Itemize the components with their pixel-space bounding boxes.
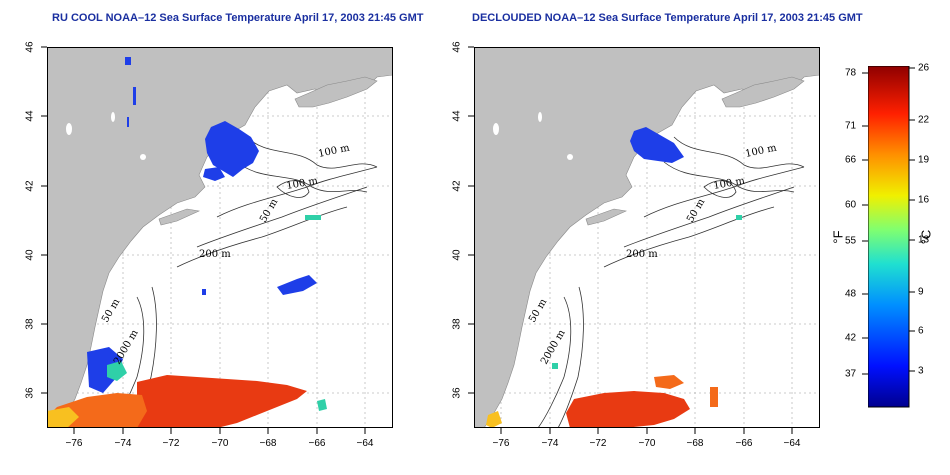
right-map: 100 m 100 m 50 m 200 m 50 m 2000 m (474, 47, 820, 428)
left-lat-label: 42 (24, 180, 36, 192)
colorbar-c-label: 19 (918, 154, 930, 166)
left-nova-scotia (294, 76, 378, 108)
left-lon-label: −68 (259, 438, 277, 449)
left-contour-label-4: 200 m (199, 249, 231, 260)
left-cold-sst (125, 57, 317, 295)
left-lon-label: −66 (308, 438, 326, 449)
right-lat-label: 46 (451, 41, 463, 53)
right-lat-label: 44 (451, 110, 463, 122)
right-lon-label: −74 (541, 438, 559, 449)
left-teal-sst (305, 215, 321, 220)
left-lat-label: 44 (24, 110, 36, 122)
colorbar-c-label: 9 (918, 286, 924, 298)
right-lat-label: 42 (451, 180, 463, 192)
left-lon-label: −76 (65, 438, 83, 449)
right-teal-sst (552, 215, 742, 369)
colorbar-f-label: 78 (845, 67, 857, 79)
colorbar-c-label: 22 (918, 114, 930, 126)
left-lat-label: 38 (24, 318, 36, 330)
left-lon-label: −74 (114, 438, 132, 449)
right-lon-label: −70 (638, 438, 656, 449)
colorbar-f-label: 55 (845, 235, 857, 247)
colorbar-c-label: 26 (918, 62, 930, 74)
left-lakes (66, 112, 146, 160)
right-lon-label: −64 (783, 438, 801, 449)
colorbar-f-label: 60 (845, 199, 857, 211)
colorbar-f-label: 71 (845, 120, 857, 132)
right-lat-label: 36 (451, 387, 463, 399)
left-lat-label: 46 (24, 41, 36, 53)
colorbar (868, 66, 910, 408)
colorbar-c-label: 13 (918, 234, 930, 246)
right-map-frame (474, 47, 820, 428)
left-lat-label: 40 (24, 249, 36, 261)
right-contour-label-4: 200 m (626, 249, 658, 260)
right-lon-label: −68 (686, 438, 704, 449)
colorbar-c-label: 3 (918, 365, 924, 377)
right-lakes (493, 112, 573, 160)
left-lon-label: −72 (162, 438, 180, 449)
colorbar-f-unit: °F (830, 230, 846, 244)
colorbar-c-label: 6 (918, 325, 924, 337)
colorbar-f-label: 66 (845, 154, 857, 166)
right-lat-label: 40 (451, 249, 463, 261)
right-lon-label: −76 (492, 438, 510, 449)
left-long-island (158, 208, 201, 226)
left-warm-sst (47, 347, 327, 428)
colorbar-f-label: 42 (845, 332, 857, 344)
colorbar-c-label: 16 (918, 194, 930, 206)
colorbar-f-label: 48 (845, 288, 857, 300)
left-map-frame (47, 47, 393, 428)
right-lon-label: −72 (589, 438, 607, 449)
right-contours (537, 136, 805, 428)
left-lat-label: 36 (24, 387, 36, 399)
left-panel-title: RU COOL NOAA–12 Sea Surface Temperature … (52, 12, 424, 24)
colorbar-f-label: 37 (845, 368, 857, 380)
right-cold-sst (630, 127, 684, 163)
left-lon-label: −64 (356, 438, 374, 449)
right-warm-sst (486, 375, 718, 428)
colorbar-c-unit: °C (918, 229, 934, 245)
right-lon-label: −66 (735, 438, 753, 449)
left-lon-label: −70 (211, 438, 229, 449)
right-nova-scotia (721, 76, 805, 108)
right-panel-title: DECLOUDED NOAA–12 Sea Surface Temperatur… (472, 12, 863, 24)
right-long-island (585, 208, 628, 226)
left-map: 100 m 100 m 50 m 200 m 50 m 2000 m (47, 47, 393, 428)
right-lat-label: 38 (451, 318, 463, 330)
